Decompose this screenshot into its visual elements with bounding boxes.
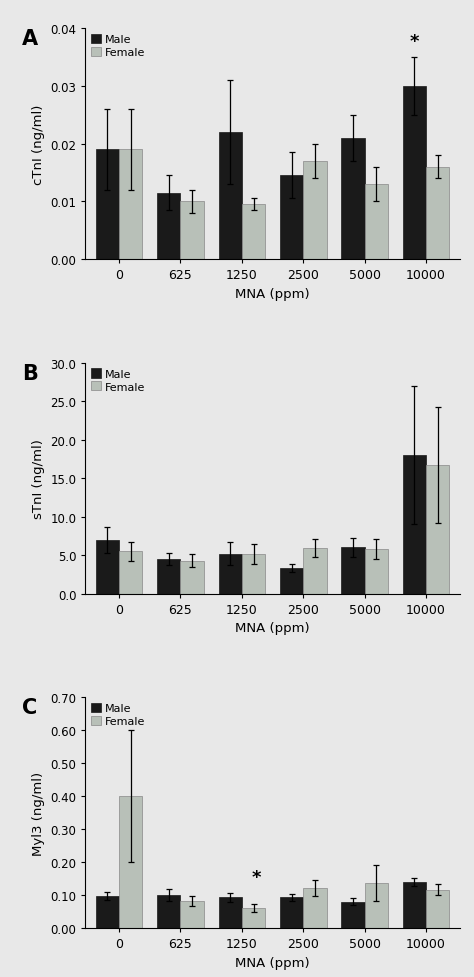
X-axis label: MNA (ppm): MNA (ppm) bbox=[235, 621, 310, 634]
Text: C: C bbox=[22, 698, 37, 718]
Y-axis label: sTnI (ng/ml): sTnI (ng/ml) bbox=[32, 439, 45, 519]
Y-axis label: Myl3 (ng/ml): Myl3 (ng/ml) bbox=[32, 771, 45, 855]
Bar bbox=[403, 455, 426, 594]
Bar bbox=[403, 882, 426, 928]
Bar bbox=[157, 895, 181, 928]
Bar bbox=[341, 902, 365, 928]
Bar bbox=[219, 898, 242, 928]
Legend: Male, Female: Male, Female bbox=[89, 32, 148, 61]
Bar bbox=[280, 569, 303, 594]
Bar bbox=[181, 901, 204, 928]
Bar bbox=[303, 888, 327, 928]
Bar bbox=[242, 555, 265, 594]
Bar bbox=[426, 466, 449, 594]
Bar bbox=[280, 898, 303, 928]
Bar bbox=[119, 552, 142, 594]
Bar bbox=[96, 150, 119, 260]
Bar bbox=[96, 896, 119, 928]
Bar bbox=[119, 150, 142, 260]
Bar bbox=[303, 549, 327, 594]
Bar bbox=[242, 205, 265, 260]
Bar bbox=[341, 548, 365, 594]
Bar bbox=[219, 133, 242, 260]
Y-axis label: cTnI (ng/ml): cTnI (ng/ml) bbox=[32, 105, 45, 185]
Bar bbox=[119, 796, 142, 928]
Bar bbox=[426, 890, 449, 928]
Bar bbox=[242, 909, 265, 928]
X-axis label: MNA (ppm): MNA (ppm) bbox=[235, 287, 310, 300]
Bar bbox=[181, 561, 204, 594]
Bar bbox=[181, 202, 204, 260]
Text: *: * bbox=[252, 868, 261, 886]
X-axis label: MNA (ppm): MNA (ppm) bbox=[235, 956, 310, 968]
Bar bbox=[426, 168, 449, 260]
Legend: Male, Female: Male, Female bbox=[89, 366, 148, 395]
Text: B: B bbox=[22, 363, 37, 384]
Bar bbox=[157, 560, 181, 594]
Bar bbox=[365, 185, 388, 260]
Bar bbox=[157, 193, 181, 260]
Text: A: A bbox=[22, 29, 38, 49]
Bar bbox=[365, 549, 388, 594]
Bar bbox=[341, 139, 365, 260]
Bar bbox=[303, 162, 327, 260]
Bar bbox=[280, 176, 303, 260]
Bar bbox=[219, 554, 242, 594]
Bar bbox=[96, 540, 119, 594]
Bar bbox=[365, 883, 388, 928]
Bar bbox=[403, 87, 426, 260]
Legend: Male, Female: Male, Female bbox=[89, 701, 148, 729]
Text: *: * bbox=[410, 33, 419, 51]
